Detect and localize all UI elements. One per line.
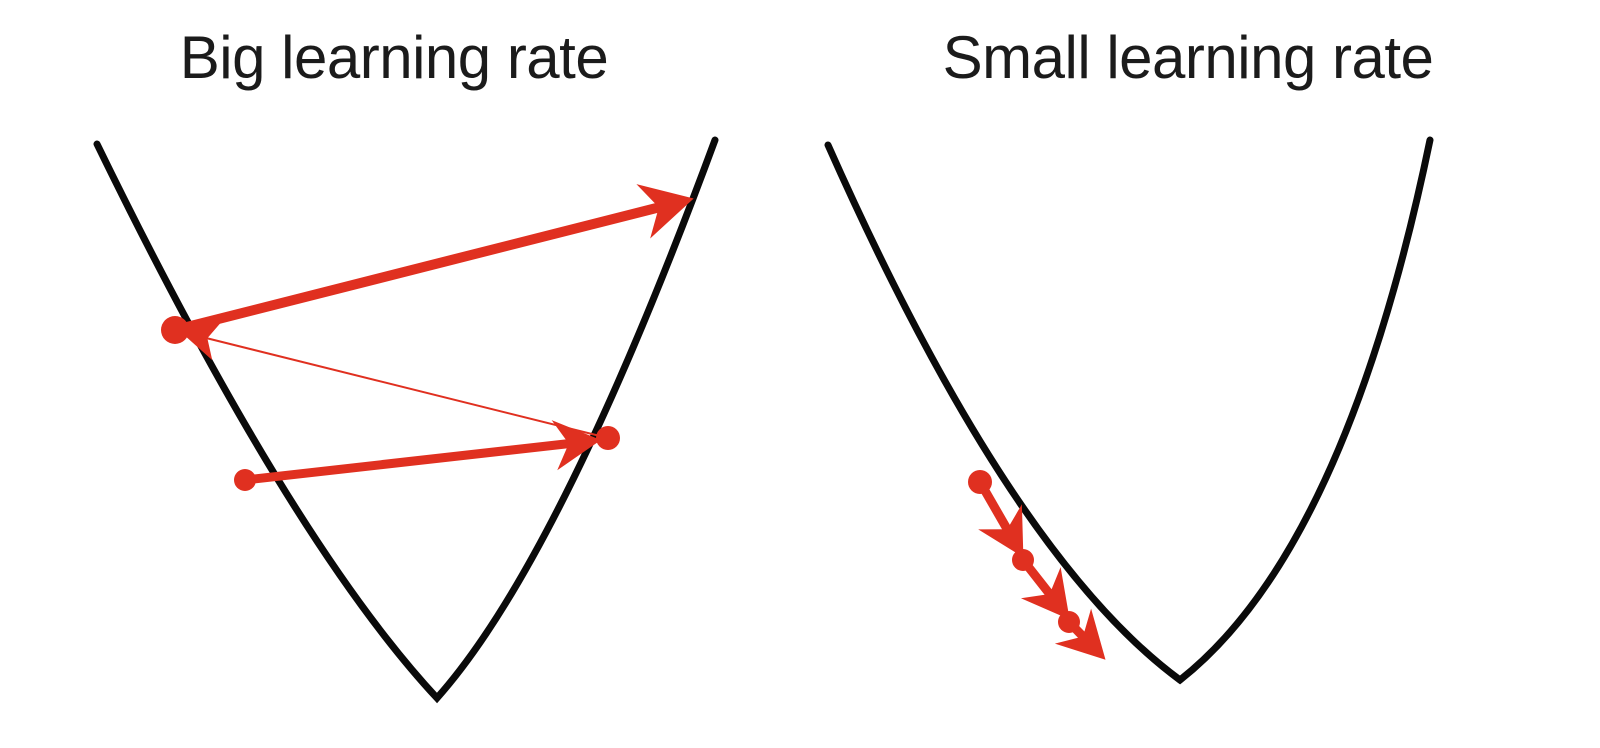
iterate-point-2 bbox=[1058, 611, 1080, 633]
gradient-step-arrow-1 bbox=[976, 479, 1024, 558]
panel-title-small-learning-rate: Small learning rate bbox=[942, 24, 1434, 91]
panel-title-big-learning-rate: Big learning rate bbox=[179, 24, 609, 91]
iterate-point-2 bbox=[161, 316, 189, 344]
iterate-point-1 bbox=[596, 426, 620, 450]
panel-small-learning-rate: Small learning rate bbox=[800, 0, 1600, 748]
loss-curve bbox=[93, 136, 719, 704]
panel-big-learning-rate: Big learning rate bbox=[93, 24, 719, 704]
iterate-point-0 bbox=[234, 469, 256, 491]
loss-curve bbox=[824, 136, 1434, 685]
iterate-point-0 bbox=[968, 470, 992, 494]
gradient-step-arrow-1 bbox=[244, 420, 601, 485]
gradient-step-arrow-3 bbox=[173, 184, 694, 335]
plot-big-learning-rate bbox=[93, 136, 719, 704]
plot-small-learning-rate bbox=[824, 136, 1434, 685]
gradient-step-arrow-2 bbox=[180, 321, 609, 439]
iterate-point-1 bbox=[1012, 549, 1034, 571]
